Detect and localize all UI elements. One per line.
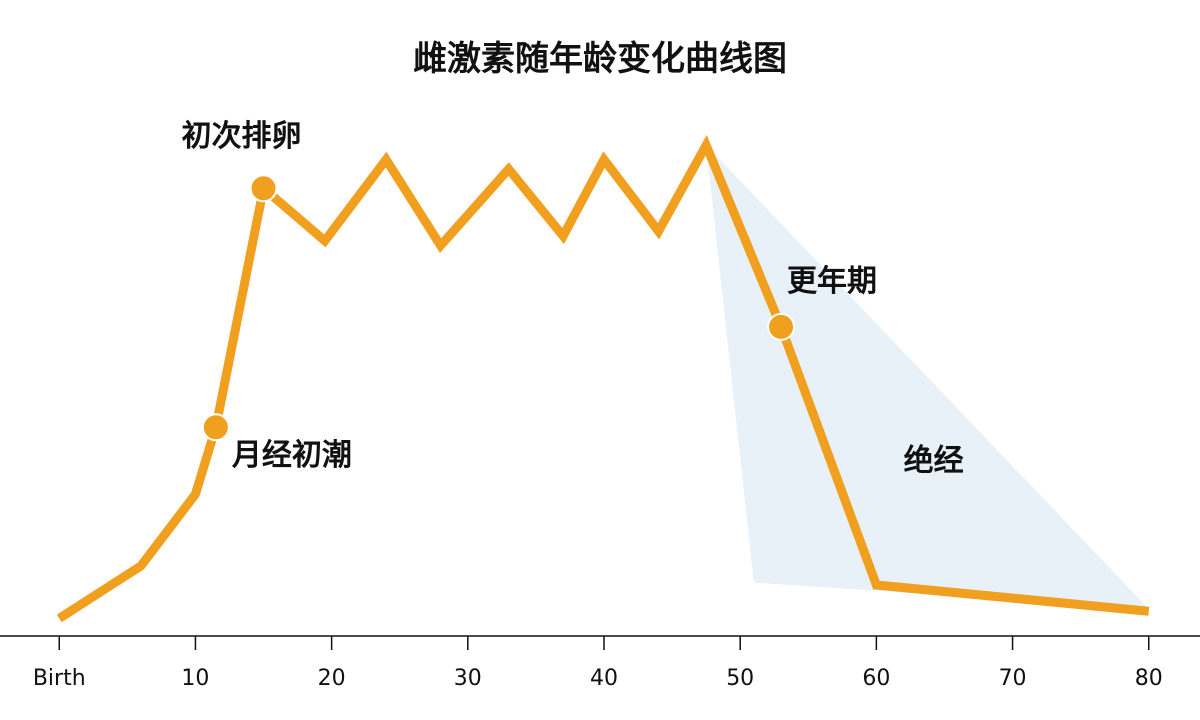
x-tick-label-6: 60 (862, 666, 890, 691)
chart-title: 雌激素随年龄变化曲线图 (413, 39, 787, 79)
series-layer (56, 134, 1150, 623)
x-tick-label-2: 20 (318, 666, 346, 691)
marker-point-0 (201, 413, 230, 442)
marker-label-1: 初次排卵 (182, 119, 302, 154)
x-tick-label-3: 30 (454, 666, 482, 691)
marker-point-2 (767, 312, 796, 341)
x-tick-label-1: 10 (181, 666, 209, 691)
x-tick-label-4: 40 (590, 666, 618, 691)
series-line-0 (56, 134, 1150, 623)
annotation-layer: 绝经 (904, 443, 964, 478)
marker-label-0: 月经初潮 (232, 438, 352, 473)
x-tick-label-7: 70 (999, 666, 1027, 691)
x-tick-label-5: 50 (726, 666, 754, 691)
menopause-shade-polygon (706, 145, 1149, 609)
x-tick-label-8: 80 (1135, 666, 1163, 691)
marker-label-2: 更年期 (787, 264, 877, 299)
x-axis: Birth 10 20 30 40 50 60 70 80 (0, 635, 1200, 691)
marker-point-1 (249, 174, 278, 203)
annotation-0: 绝经 (904, 443, 964, 478)
x-tick-label-0: Birth (33, 666, 86, 691)
menopause-shaded-region (706, 145, 1149, 609)
